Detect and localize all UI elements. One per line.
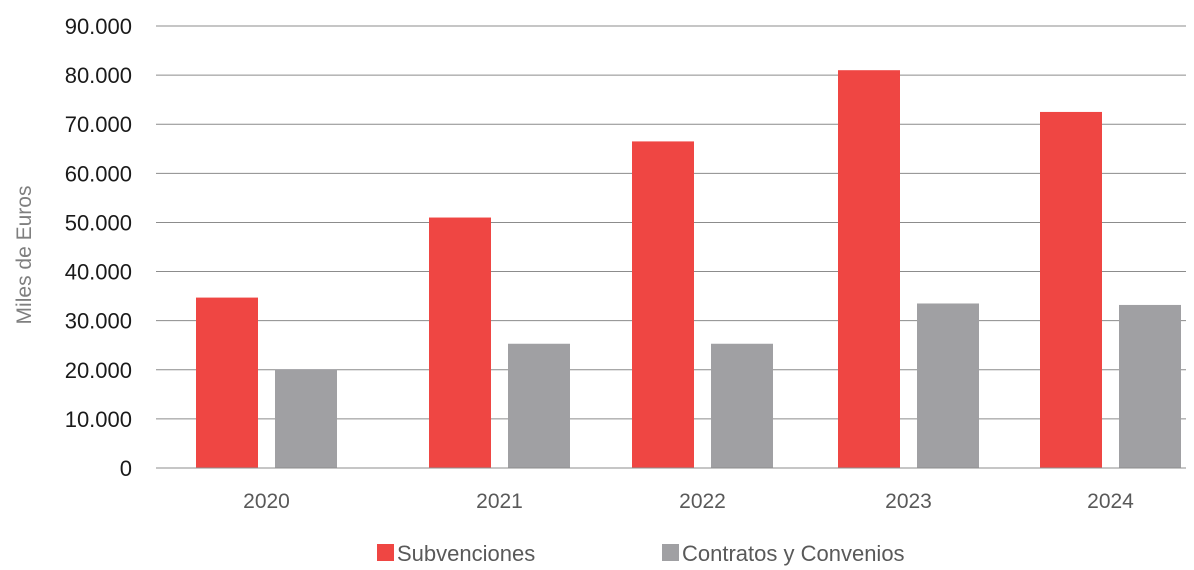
y-tick-label: 80.000 (65, 63, 132, 88)
y-tick-label: 90.000 (65, 14, 132, 39)
y-tick-label: 0 (120, 456, 132, 481)
y-tick-label: 20.000 (65, 358, 132, 383)
legend-label-subvenciones: Subvenciones (397, 541, 535, 566)
bar-subvenciones-2023 (838, 70, 900, 468)
y-tick-label: 10.000 (65, 407, 132, 432)
bar-subvenciones-2022 (632, 141, 694, 468)
bar-subvenciones-2020 (196, 297, 258, 468)
bar-subvenciones-2024 (1040, 111, 1102, 468)
y-tick-label: 30.000 (65, 309, 132, 334)
y-axis-label: Miles de Euros (13, 186, 36, 325)
legend-label-contratos-y-convenios: Contratos y Convenios (682, 541, 905, 566)
y-tick-label: 50.000 (65, 210, 132, 235)
x-tick-label: 2022 (679, 490, 726, 513)
x-tick-label: 2023 (885, 490, 932, 513)
y-tick-label: 70.000 (65, 112, 132, 137)
bar-subvenciones-2021 (429, 217, 491, 468)
x-tick-label: 2024 (1087, 490, 1134, 513)
bars (196, 70, 1181, 468)
bar-contratos-y-convenios-2024 (1119, 304, 1181, 468)
y-axis-ticks: 0 10.000 20.000 30.000 40.000 50.000 60.000 70.… (65, 14, 132, 481)
bar-contratos-y-convenios-2022 (711, 343, 773, 468)
bar-contratos-y-convenios-2021 (508, 343, 570, 468)
x-tick-label: 2020 (243, 490, 290, 513)
legend-swatch-subvenciones (377, 544, 394, 561)
legend: Subvenciones Contratos y Convenios (377, 541, 905, 566)
x-axis-ticks: 2020 2021 2022 2023 2024 (243, 490, 1134, 513)
y-tick-label: 40.000 (65, 260, 132, 285)
x-tick-label: 2021 (476, 490, 523, 513)
legend-swatch-contratos-y-convenios (662, 544, 679, 561)
bar-contratos-y-convenios-2023 (917, 303, 979, 468)
y-tick-label: 60.000 (65, 161, 132, 186)
bar-contratos-y-convenios-2020 (275, 369, 337, 468)
